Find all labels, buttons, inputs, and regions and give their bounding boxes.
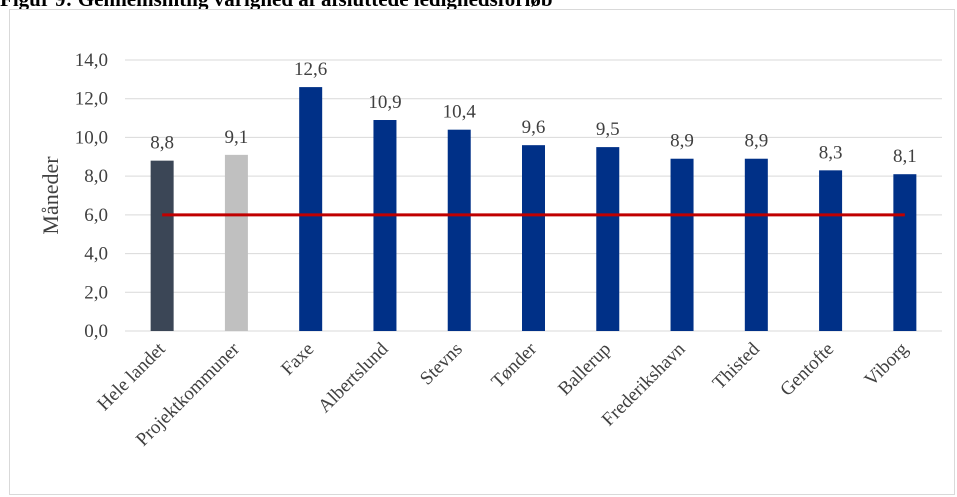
bar [299, 87, 323, 331]
axis-titles: Måneder [38, 156, 63, 235]
category-label: Faxe [277, 339, 318, 380]
data-label: 12,6 [294, 59, 327, 80]
bar [670, 158, 694, 331]
bar [522, 145, 545, 331]
bar [150, 160, 174, 331]
category-label: Gentofte [776, 339, 838, 401]
y-tick-label: 0,0 [84, 321, 108, 342]
bar [893, 174, 917, 331]
category-label: Hele landet [93, 338, 170, 415]
y-axis-title: Måneder [38, 156, 63, 235]
figure-title: Figur 9: Gennemsnitlig varighed af afslu… [0, 0, 553, 11]
category-label: Ballerup [554, 339, 615, 400]
data-label: 8,1 [893, 146, 917, 167]
data-label: 10,9 [368, 92, 401, 113]
data-label: 8,8 [150, 133, 174, 154]
data-label: 9,1 [225, 127, 249, 148]
y-tick-label: 4,0 [84, 244, 108, 265]
data-label: 8,3 [819, 142, 843, 163]
data-label: 8,9 [670, 131, 694, 152]
data-labels: 8,8 9,1 12,6 10,9 10,4 9,6 9,5 8,9 8,9 8,3 8,1 [150, 59, 916, 167]
data-label: 9,6 [522, 117, 546, 138]
y-tick-label: 8,0 [84, 166, 108, 187]
y-tick-label: 6,0 [84, 205, 108, 226]
bar [224, 154, 248, 331]
y-axis-ticks: 0,0 2,0 4,0 6,0 8,0 10,0 12,0 14,0 [75, 50, 108, 342]
y-tick-label: 12,0 [75, 89, 108, 110]
category-label: Albertslund [314, 338, 393, 417]
category-label: Thisted [709, 338, 765, 394]
category-label: Stevns [416, 339, 467, 390]
y-tick-label: 14,0 [75, 50, 108, 71]
bar [819, 170, 843, 331]
bar [596, 147, 620, 331]
bars [150, 87, 917, 331]
bar [447, 129, 471, 331]
bar [744, 158, 768, 331]
data-label: 10,4 [443, 102, 477, 123]
y-tick-label: 10,0 [75, 127, 108, 148]
category-label: Tønder [487, 338, 541, 392]
data-label: 8,9 [744, 131, 768, 152]
bar [373, 120, 397, 331]
data-label: 9,5 [596, 119, 620, 140]
category-label: Viborg [861, 338, 913, 390]
y-tick-label: 2,0 [84, 282, 108, 303]
